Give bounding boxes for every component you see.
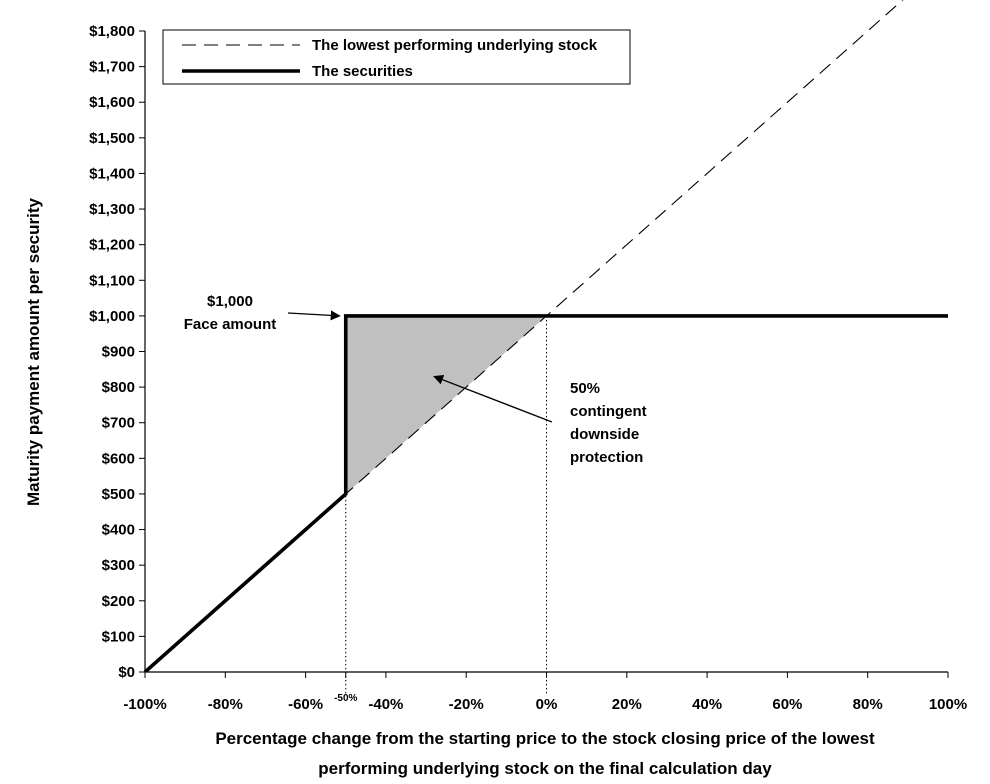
- series-line-1: [143, 314, 948, 672]
- annotation-text-line: Face amount: [184, 316, 277, 333]
- y-tick-label: $1,100: [89, 272, 135, 289]
- annotation-text-line: protection: [570, 449, 643, 466]
- annotation-text-line: 50%: [570, 380, 600, 397]
- x-tick-label: -60%: [288, 696, 323, 713]
- y-tick-label: $400: [102, 522, 135, 539]
- annotation-face: $1,000 Face amount: [184, 293, 341, 333]
- annotation-arrow: [433, 375, 553, 423]
- annotation-text-line: contingent: [570, 403, 647, 420]
- annotation-text-line: $1,000: [207, 293, 253, 310]
- y-tick-label: $300: [102, 557, 135, 574]
- y-tick-label: $600: [102, 450, 135, 467]
- x-axis-label: performing underlying stock on the final…: [318, 759, 772, 778]
- x-tick-label: 40%: [692, 696, 722, 713]
- y-tick-label: $100: [102, 628, 135, 645]
- annotation-protection: 50% contingent downside protection: [433, 375, 647, 466]
- y-tick-label: $1,300: [89, 201, 135, 218]
- y-tick-label: $800: [102, 379, 135, 396]
- y-tick-label: $1,000: [89, 308, 135, 325]
- y-tick-label: $1,400: [89, 165, 135, 182]
- x-tick-label: 100%: [929, 696, 967, 713]
- x-tick-label: -80%: [208, 696, 243, 713]
- y-tick-label: $0: [118, 664, 135, 681]
- annotation-text-line: downside: [570, 426, 639, 443]
- annotation-arrow: [287, 310, 341, 321]
- y-tick-label: $200: [102, 593, 135, 610]
- y-tick-label: $700: [102, 415, 135, 432]
- y-axis-label: Maturity payment amount per security: [24, 197, 43, 506]
- y-tick-label: $1,500: [89, 130, 135, 147]
- y-tick-label: $1,200: [89, 237, 135, 254]
- x-tick-label: -100%: [123, 696, 166, 713]
- x-extra-tick-label: -50%: [334, 693, 357, 704]
- y-tick-label: $900: [102, 344, 135, 361]
- legend-box: [162, 29, 631, 85]
- y-tick-label: $1,600: [89, 94, 135, 111]
- legend-entry-label: The securities: [312, 63, 413, 80]
- x-tick-label: 80%: [853, 696, 883, 713]
- x-tick-label: -40%: [368, 696, 403, 713]
- x-tick-label: 0%: [536, 696, 558, 713]
- x-tick-label: -20%: [449, 696, 484, 713]
- legend-entry-label: The lowest performing underlying stock: [312, 37, 598, 54]
- y-tick-label: $1,700: [89, 59, 135, 76]
- y-tick-label: $1,800: [89, 23, 135, 40]
- x-axis-label: Percentage change from the starting pric…: [215, 729, 875, 748]
- x-tick-label: 60%: [772, 696, 802, 713]
- x-tick-label: 20%: [612, 696, 642, 713]
- y-tick-label: $500: [102, 486, 135, 503]
